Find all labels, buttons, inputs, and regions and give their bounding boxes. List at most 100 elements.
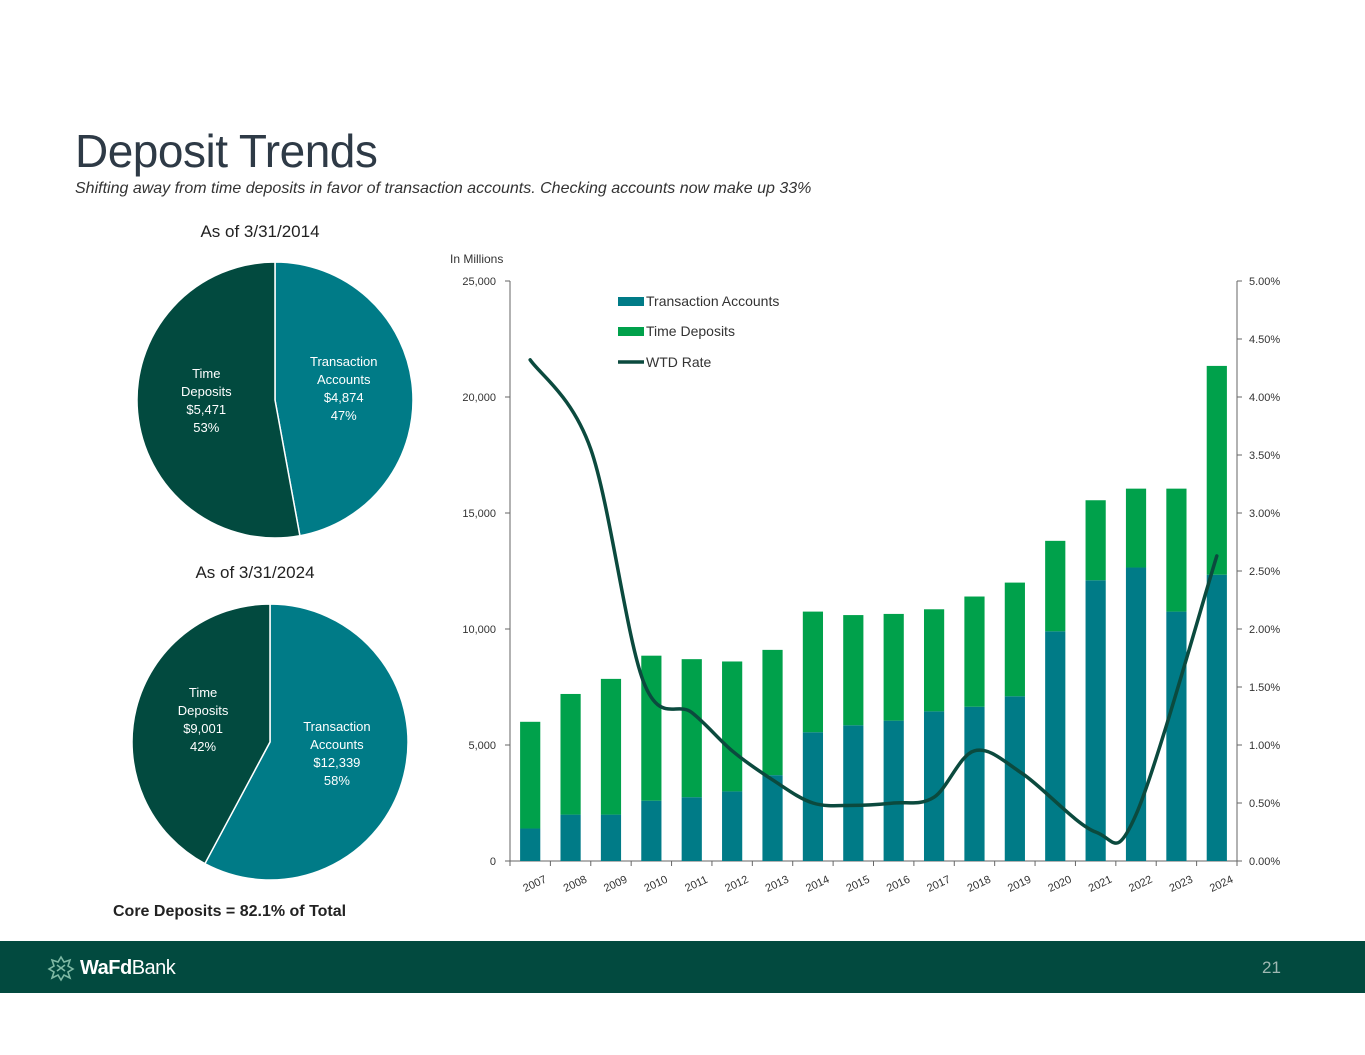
y-tick-label: 25,000: [462, 276, 496, 288]
bar-time-2020: [1045, 540, 1066, 632]
pie-chart-2024: Transaction Accounts $12,339 58% Time Deposit…: [131, 603, 409, 881]
x-tick-label-2020: 2020: [1046, 874, 1073, 895]
bar-time-2022: [1125, 488, 1147, 568]
bar-transaction-2016: [883, 720, 904, 861]
deposit-bar-chart: In Millions 0 5,000 10,000 15,000 20,000 25,00…: [450, 252, 1280, 895]
bar-time-2021: [1085, 500, 1106, 581]
pie-chart-2014: Transaction Accounts $4,874 47% Time Deposits…: [136, 261, 414, 539]
bar-time-2024: [1206, 365, 1227, 575]
y-tick-label: 15,000: [462, 508, 496, 520]
y2-tick-label: 4.50%: [1249, 334, 1280, 346]
x-tick-label-2009: 2009: [602, 874, 629, 895]
pie-2014-time-label-line1: Time: [192, 366, 220, 381]
y2-tick-label: 2.00%: [1249, 624, 1280, 636]
pie-2014-transaction-percent: 47%: [331, 408, 357, 423]
x-tick-label-2015: 2015: [844, 874, 871, 895]
bar-transaction-2015: [843, 725, 864, 861]
bar-transaction-2010: [641, 800, 662, 861]
bar-time-2017: [923, 609, 945, 712]
bar-transaction-2008: [560, 814, 581, 861]
x-tick-label-2012: 2012: [723, 874, 750, 895]
bar-time-2014: [802, 611, 824, 733]
units-label: In Millions: [450, 252, 503, 266]
pie-2024-transaction-amount: $12,339: [313, 755, 360, 770]
pie-2014-time-amount: $5,471: [186, 402, 226, 417]
page-title: Deposit Trends: [75, 125, 378, 177]
x-tick-label-2014: 2014: [804, 874, 831, 895]
bar-transaction-2014: [802, 732, 824, 861]
x-tick-label-2007: 2007: [521, 874, 548, 895]
x-tick-label-2008: 2008: [562, 874, 589, 895]
bar-transaction-2018: [964, 706, 985, 861]
x-tick-label-2019: 2019: [1006, 874, 1033, 895]
wtd-rate-line: [528, 358, 1219, 845]
pie-2024-transaction-label-line1: Transaction: [303, 719, 370, 734]
pie-2024-time-label-line2: Deposits: [178, 703, 229, 718]
bar-transaction-2024: [1206, 574, 1227, 861]
x-tick-label-2017: 2017: [925, 874, 952, 895]
bar-time-2023: [1166, 488, 1187, 612]
bar-time-2011: [681, 659, 702, 798]
x-tick-label-2018: 2018: [966, 874, 993, 895]
bar-time-2010: [641, 655, 662, 801]
bar-transaction-2020: [1045, 631, 1066, 861]
bar-time-2009: [600, 678, 622, 815]
y-tick-label: 5,000: [468, 740, 496, 752]
core-deposits-note: Core Deposits = 82.1% of Total: [113, 903, 347, 920]
x-tick-label-2011: 2011: [683, 874, 710, 895]
x-tick-label-2010: 2010: [642, 874, 669, 895]
logo-text-bold: WaFd: [80, 956, 132, 979]
y2-tick-label: 2.50%: [1249, 566, 1280, 578]
bar-time-2019: [1004, 582, 1025, 697]
footer-bar: [0, 941, 1365, 993]
legend-label-time: Time Deposits: [646, 323, 735, 339]
pie-2024-slice-time: [131, 603, 271, 865]
y-tick-label: 10,000: [462, 624, 496, 636]
x-tick-label-2013: 2013: [764, 874, 791, 895]
bar-time-2016: [883, 613, 904, 721]
pie-2014-transaction-amount: $4,874: [324, 390, 364, 405]
pie-2014-transaction-label-line2: Accounts: [317, 372, 371, 387]
pie-2024-transaction-percent: 58%: [324, 773, 350, 788]
legend-swatch-transaction: [618, 297, 644, 306]
bar-time-2007: [520, 721, 541, 829]
pie-2024-slice-transaction: [203, 603, 409, 881]
pie-2014-slice-transaction: [274, 261, 414, 537]
page-number: 21: [1262, 958, 1281, 977]
page-subtitle: Shifting away from time deposits in favo…: [75, 180, 812, 197]
bar-transaction-2011: [681, 797, 702, 861]
y2-tick-label: 0.00%: [1249, 856, 1280, 868]
y2-tick-label: 3.00%: [1249, 508, 1280, 520]
legend-label-wtd: WTD Rate: [646, 354, 712, 370]
bar-transaction-2019: [1004, 696, 1025, 861]
bar-transaction-2023: [1166, 611, 1187, 861]
x-tick-label-2021: 2021: [1087, 874, 1114, 895]
bar-time-2015: [843, 615, 864, 726]
legend-label-transaction: Transaction Accounts: [646, 293, 779, 309]
legend-swatch-time: [618, 327, 644, 336]
y2-tick-label: 1.50%: [1249, 682, 1280, 694]
wafd-leaf-icon: [47, 955, 75, 982]
bar-transaction-2012: [722, 791, 743, 861]
y2-tick-label: 4.00%: [1249, 392, 1280, 404]
x-tick-label-2024: 2024: [1208, 874, 1235, 895]
bar-time-2013: [762, 649, 783, 776]
pie-2014-title: As of 3/31/2014: [200, 222, 320, 241]
x-tick-label-2016: 2016: [885, 874, 912, 895]
logo-text: WaFdBank: [80, 956, 176, 980]
bar-transaction-2009: [600, 814, 622, 861]
bar-time-2012: [722, 661, 743, 792]
y2-tick-label: 3.50%: [1249, 450, 1280, 462]
y-tick-label: 20,000: [462, 392, 496, 404]
x-tick-label-2023: 2023: [1168, 874, 1195, 895]
pie-2024-transaction-label-line2: Accounts: [310, 737, 364, 752]
pie-2024-title: As of 3/31/2024: [195, 563, 315, 582]
bar-time-2008: [560, 693, 581, 815]
pie-2014-slice-time: [136, 261, 301, 539]
pie-2024-time-label-line1: Time: [189, 685, 217, 700]
wafd-logo: WaFdBank: [46, 954, 176, 982]
bar-transaction-2013: [762, 775, 783, 861]
y2-tick-label: 5.00%: [1249, 276, 1280, 288]
bar-transaction-2007: [520, 828, 541, 861]
pie-2014-transaction-label-line1: Transaction: [310, 354, 377, 369]
